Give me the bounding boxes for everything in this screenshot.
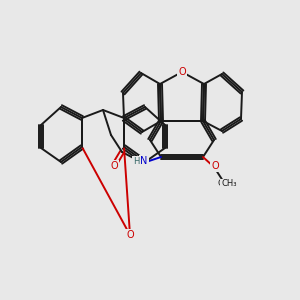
- Text: O: O: [211, 161, 219, 171]
- Text: H: H: [133, 157, 139, 166]
- Text: CH₃: CH₃: [221, 179, 237, 188]
- Text: O: O: [110, 161, 118, 171]
- Text: N: N: [140, 156, 148, 166]
- Text: O: O: [126, 230, 134, 240]
- Text: CH₃: CH₃: [217, 179, 233, 188]
- Text: O: O: [178, 67, 186, 77]
